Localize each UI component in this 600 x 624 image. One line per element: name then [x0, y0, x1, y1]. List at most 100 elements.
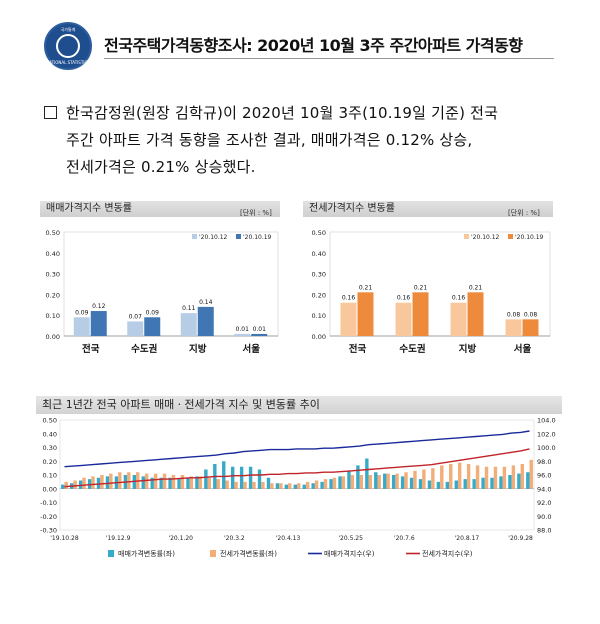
- logo-text-top: 국가통계: [60, 27, 76, 32]
- jeonse-bar: [395, 302, 412, 336]
- sale-legend-label: '20.10.19: [243, 234, 272, 241]
- trend-sale-rate-bar: [409, 477, 414, 489]
- jeonse-legend-swatch: [464, 234, 469, 239]
- trend-jeonse-rate-bar: [180, 475, 185, 489]
- trend-jeonse-rate-bar: [413, 470, 417, 489]
- trend-left-tick-label: 0.40: [43, 430, 57, 438]
- trend-sale-rate-bar: [204, 469, 208, 489]
- jeonse-bar: [340, 302, 357, 336]
- sale-data-label: 0.07: [129, 313, 143, 320]
- trend-sale-rate-bar: [78, 480, 83, 489]
- trend-jeonse-rate-bar: [341, 476, 346, 489]
- sale-chart-unit: [단위 : %]: [240, 209, 272, 217]
- trend-jeonse-rate-bar: [529, 459, 533, 489]
- trend-jeonse-rate-bar: [314, 480, 319, 489]
- trend-jeonse-rate-bar: [73, 480, 77, 489]
- trend-sale-rate-bar: [463, 479, 467, 489]
- sale-data-label: 0.11: [182, 305, 196, 312]
- trend-plot-area: [59, 419, 535, 531]
- trend-jeonse-rate-bar: [234, 481, 238, 489]
- sale-chart-title-bar: 매매가격지수 변동률: [40, 201, 280, 217]
- trend-jeonse-rate-bar: [520, 464, 524, 489]
- sale-bar: [144, 317, 161, 336]
- sale-bar: [73, 317, 90, 336]
- trend-jeonse-rate-bar: [109, 473, 113, 489]
- trend-x-tick-label: '20.8.17: [455, 535, 480, 542]
- trend-jeonse-rate-bar: [279, 483, 283, 489]
- sale-legend-label: '20.10.12: [199, 234, 228, 241]
- trend-jeonse-rate-bar: [440, 465, 444, 489]
- trend-x-tick-label: '20.9.28: [508, 535, 533, 542]
- trend-sale-rate-bar: [186, 477, 190, 489]
- trend-x-tick-label: '19.12.9: [106, 535, 131, 542]
- trend-jeonse-rate-bar: [189, 476, 194, 489]
- trend-sale-rate-bar: [320, 481, 324, 489]
- trend-left-tick-label: 0.50: [43, 417, 57, 425]
- trend-jeonse-rate-bar: [261, 481, 265, 489]
- jeonse-bar: [505, 319, 522, 336]
- sale-category-label: 전국: [82, 343, 100, 355]
- jeonse-rate-bar-chart: 0.00 0.10 0.20 0.30 0.40 0.50 '20.10.12 '20.10.…: [312, 229, 551, 355]
- trend-jeonse-rate-bar: [431, 468, 435, 489]
- trend-sale-rate-bar: [338, 476, 342, 489]
- trend-sale-rate-bar: [490, 477, 494, 489]
- trend-jeonse-rate-bar: [225, 480, 229, 489]
- trend-sale-rate-bar: [257, 469, 262, 489]
- trend-jeonse-rate-bar: [288, 483, 292, 489]
- jeonse-y-tick-label: 0.30: [312, 271, 326, 279]
- trend-jeonse-rate-bar: [100, 475, 104, 489]
- trend-left-tick-label: -0.20: [40, 513, 57, 521]
- trend-right-tick-label: 96.0: [537, 472, 551, 480]
- jeonse-data-label: 0.16: [342, 295, 356, 302]
- trend-sale-rate-bar: [177, 479, 181, 489]
- trend-sale-rate-bar: [141, 476, 145, 489]
- trend-jeonse-rate-bar: [484, 466, 489, 489]
- trend-jeonse-rate-bar: [502, 466, 507, 489]
- trend-jeonse-rate-bar: [64, 481, 68, 489]
- trend-right-tick-label: 94.0: [537, 485, 551, 493]
- trend-jeonse-rate-bar: [359, 475, 364, 489]
- trend-jeonse-rate-bar: [368, 475, 372, 489]
- trend-jeonse-rate-bar: [422, 469, 426, 489]
- jeonse-bar: [522, 319, 539, 336]
- trend-legend-label: 전세가격변동률(좌): [220, 549, 277, 558]
- trend-jeonse-rate-bar: [332, 477, 337, 489]
- trend-sale-rate-bar: [454, 480, 458, 489]
- trend-legend-label: 매매가격지수(우): [324, 549, 375, 558]
- trend-sale-rate-bar: [383, 473, 387, 489]
- trend-left-tick-label: 0.20: [43, 458, 57, 466]
- logo-text-bottom: NATIONAL STATISTICS: [46, 60, 90, 65]
- trend-sale-rate-bar: [508, 475, 512, 489]
- summary-line-2: 주간 아파트 가격 동향을 조사한 결과, 매매가격은 0.12% 상승,: [66, 131, 473, 149]
- trend-right-tick-label: 98.0: [537, 458, 551, 466]
- trend-jeonse-rate-bar: [404, 472, 408, 489]
- trend-jeonse-rate-bar: [270, 483, 274, 489]
- sale-y-tick-label: 0.50: [46, 229, 60, 237]
- sale-bar: [234, 333, 251, 336]
- sale-bar: [180, 313, 197, 336]
- jeonse-y-tick-label: 0.50: [312, 229, 326, 237]
- jeonse-data-label: 0.21: [359, 284, 373, 291]
- jeonse-data-label: 0.08: [507, 311, 521, 318]
- trend-sale-rate-bar: [150, 477, 154, 489]
- sale-category-label: 수도권: [131, 343, 157, 355]
- trend-chart-title: 최근 1년간 전국 아파트 매매ㆍ전세가격 지수 및 변동률 추이: [42, 398, 320, 411]
- sale-legend-swatch: [192, 234, 197, 239]
- trend-sale-rate-bar: [168, 477, 172, 489]
- trend-jeonse-rate-bar: [475, 465, 480, 489]
- trend-sale-rate-bar: [61, 484, 65, 489]
- trend-left-tick-label: 0.10: [43, 472, 57, 480]
- sale-y-tick-label: 0.10: [46, 312, 60, 320]
- sale-bar: [90, 311, 107, 336]
- trend-jeonse-index-line: [64, 448, 530, 488]
- trend-sale-index-line: [64, 430, 530, 468]
- trend-x-tick-label: '20.5.25: [338, 535, 363, 542]
- trend-jeonse-rate-bar: [127, 472, 131, 489]
- trend-jeonse-rate-bar: [216, 479, 220, 489]
- trend-legend-swatch: [210, 550, 216, 557]
- statistics-logo-icon: 국가통계 NATIONAL STATISTICS: [44, 22, 92, 70]
- trend-sale-rate-bar: [248, 466, 253, 489]
- jeonse-bar: [357, 292, 374, 336]
- trend-x-tick-label: '20.7.6: [394, 535, 415, 542]
- jeonse-data-label: 0.21: [469, 284, 483, 291]
